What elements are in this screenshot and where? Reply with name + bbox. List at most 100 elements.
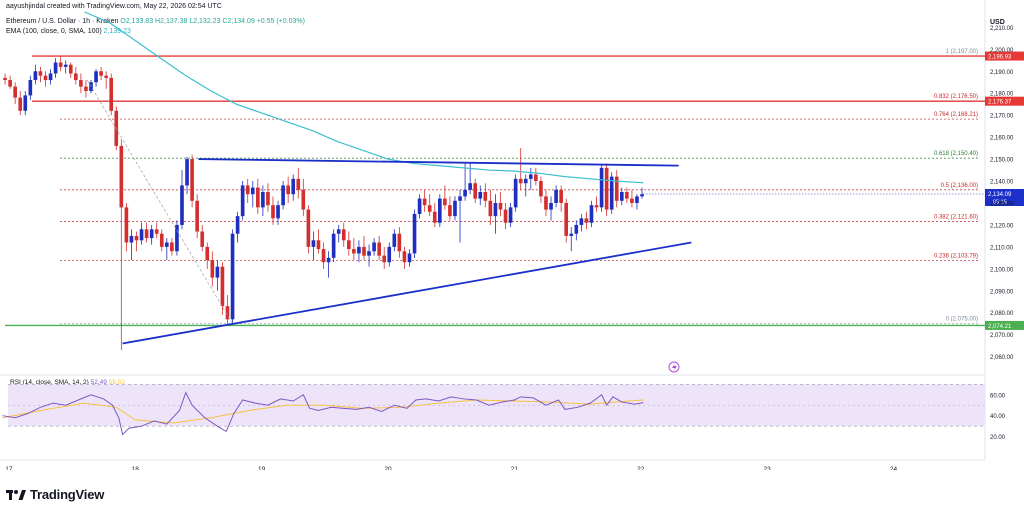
candle-body (230, 233, 235, 320)
fib-level-label: 0 (2,075.00) (946, 317, 978, 323)
candle-body (291, 178, 296, 195)
candle-body (554, 189, 558, 203)
candle-body (478, 192, 483, 199)
candle-body (296, 178, 301, 190)
candle-body (534, 174, 538, 182)
candle-body (326, 257, 331, 263)
candle-body (129, 235, 134, 243)
candle-body (402, 251, 407, 263)
candle-body (63, 64, 68, 67)
price-axis-badge-label: 2,176.37 (988, 100, 1012, 106)
candle-body (210, 260, 215, 278)
creator-text: aayushjindal created with TradingView.co… (6, 3, 222, 10)
candle-body (574, 224, 579, 234)
candle-body (261, 192, 265, 208)
candle-body (640, 194, 644, 197)
price-tick-label: 2,190.00 (990, 70, 1014, 76)
symbol-name: Ethereum / U.S. Dollar · 1h · Kraken (6, 18, 119, 25)
candle-body (43, 75, 48, 81)
currency-label[interactable]: USD (990, 19, 1005, 26)
price-tick-label: 2,110.00 (990, 245, 1014, 251)
candle-body (28, 80, 33, 96)
candle-body (119, 145, 124, 208)
candle-body (250, 187, 255, 195)
ohlc-low: L2,132.23 (189, 18, 221, 25)
candle-body (589, 205, 594, 223)
date-tick-label: 19 (258, 466, 266, 470)
grid (0, 0, 986, 461)
ohlc-close: C2,134.09 (222, 18, 255, 25)
price-tick-label: 2,200.00 (990, 48, 1014, 54)
tradingview-logo[interactable]: TradingView (6, 487, 104, 502)
candle-body (185, 159, 189, 186)
rsi-legend[interactable]: RSI (14, close, SMA, 14, 2) 52.49 55.02 (10, 379, 125, 386)
chart-creator-caption: aayushjindal created with TradingView.co… (6, 3, 222, 10)
fibonacci-retracement[interactable]: 1 (2,197.00) 0.832 (2,176.50) 0.764 (2,168… (0, 49, 980, 325)
candle-body (594, 205, 599, 208)
candle-body (139, 229, 144, 241)
date-tick-label: 20 (384, 466, 392, 470)
candle-body (397, 233, 402, 252)
price-chart[interactable]: 1 (2,197.00) 0.832 (2,176.50) 0.764 (2,168… (0, 0, 1024, 470)
fib-level-label: 0.236 (2,103.79) (934, 254, 978, 260)
candle-body (483, 192, 488, 201)
candle-body (473, 183, 478, 199)
candle-body (352, 249, 356, 254)
price-tick-label: 2,170.00 (990, 114, 1014, 120)
rsi-pane: 20.00 40.00 60.00 (2, 383, 1006, 441)
candle-body (407, 253, 412, 263)
price-axis-badge-label: 2,074.21 (988, 324, 1012, 330)
candle-body (341, 229, 346, 241)
candle-body (124, 207, 129, 243)
candle-body (635, 196, 639, 203)
candle-body (377, 242, 381, 256)
candle-body (180, 185, 184, 225)
fib-level-label: 1 (2,197.00) (946, 49, 978, 55)
candle-body (528, 174, 533, 179)
price-axis-badge (985, 96, 1024, 106)
ema-value: 2,139.23 (103, 28, 131, 35)
price-axis[interactable]: 2,060.00 2,070.00 2,080.00 2,090.00 2,100.00… (990, 26, 1014, 361)
triangle-trendlines[interactable] (122, 158, 692, 345)
candle-body (245, 185, 250, 195)
candle-body (488, 200, 493, 217)
candle-body (205, 246, 210, 261)
candle-body (412, 213, 417, 254)
price-tick-label: 2,180.00 (990, 92, 1014, 98)
candle-body (144, 229, 149, 239)
candle-body (417, 198, 422, 214)
price-tick-label: 2,140.00 (990, 180, 1014, 186)
candle-body (104, 75, 108, 78)
ohlc-change: +0.55 (+0.03%) (256, 18, 305, 25)
candle-body (609, 176, 614, 210)
last-price-badge (985, 188, 1024, 206)
rsi-line (2, 391, 644, 436)
date-tick-label: 18 (132, 466, 140, 470)
symbol-legend[interactable]: Ethereum / U.S. Dollar · 1h · Kraken O2,… (6, 18, 305, 25)
ema-legend[interactable]: EMA (100, close, 0, SMA, 100) 2,139.23 (6, 28, 131, 35)
candle-body (523, 178, 528, 184)
candle-body (3, 77, 7, 81)
candle-body (23, 95, 28, 111)
candle-body (357, 246, 361, 254)
candle-body (316, 240, 321, 250)
rsi-tick-label: 40.00 (990, 414, 1006, 420)
time-axis[interactable]: 17 18 19 20 21 22 23 24 (5, 466, 897, 470)
candle-body (165, 242, 169, 247)
candle-body (301, 189, 306, 210)
price-axis-badge (985, 51, 1024, 61)
candle-body (432, 211, 437, 223)
candle-body (387, 246, 392, 263)
resistance-trendline (198, 158, 679, 167)
last-price-countdown: 05:15 (993, 199, 1007, 205)
candle-body (13, 86, 17, 98)
ohlc-open: O2,133.83 (120, 18, 154, 25)
price-tick-label: 2,080.00 (990, 311, 1014, 317)
support-trendline (122, 241, 692, 345)
ema-line (84, 11, 644, 184)
candle-body (468, 183, 472, 190)
candle-body (215, 266, 220, 278)
candle-body (149, 229, 154, 239)
candle-body (367, 251, 371, 256)
